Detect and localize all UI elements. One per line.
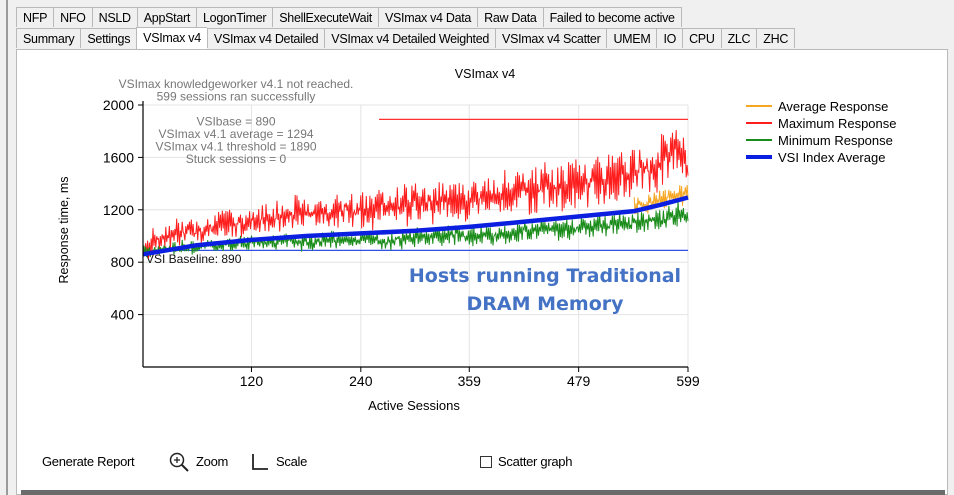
baseline-label: VSI Baseline: 890 (146, 252, 242, 266)
tab-io[interactable]: IO (656, 28, 683, 48)
checkbox-box[interactable] (480, 456, 492, 468)
chart-title: VSImax v4 (455, 67, 515, 81)
legend-item: Minimum Response (778, 133, 893, 148)
tick-labels: 400 800 1200 1600 2000 120 240 359 479 599 (103, 97, 700, 389)
annotation-line: VSImax v4.1 average = 1294 (158, 127, 313, 141)
annotation-line: VSImax v4.1 threshold = 1890 (155, 140, 316, 154)
tab-vsimax-v4-detailed-weighted[interactable]: VSImax v4 Detailed Weighted (324, 28, 496, 48)
y-tick-label: 2000 (103, 97, 134, 113)
tab-zlc[interactable]: ZLC (720, 28, 757, 48)
tab-row-1: NFP NFO NSLD AppStart LogonTimer ShellExecute… (16, 7, 682, 28)
legend: Average Response Maximum Response Minimum … (746, 99, 897, 165)
x-tick-label: 479 (567, 373, 591, 389)
scatter-graph-label: Scatter graph (498, 454, 573, 469)
scale-button[interactable]: Scale (250, 451, 307, 473)
y-tick-label: 400 (111, 307, 135, 323)
annotation-line: VSIbase = 890 (196, 115, 275, 129)
series-maximum-response (142, 129, 689, 259)
legend-item: Maximum Response (778, 116, 897, 131)
tab-nfp[interactable]: NFP (16, 7, 54, 27)
tab-logontimer[interactable]: LogonTimer (196, 7, 273, 27)
tab-nsld[interactable]: NSLD (91, 7, 137, 27)
tab-summary[interactable]: Summary (16, 28, 81, 48)
zoom-icon (169, 452, 189, 472)
tab-row-2: Summary Settings VSImax v4 VSImax v4 Detail… (16, 27, 796, 49)
tab-shellexecutewait[interactable]: ShellExecuteWait (272, 7, 378, 27)
x-axis-label: Active Sessions (368, 398, 460, 413)
annotation-line: Stuck sessions = 0 (186, 152, 287, 166)
zoom-button[interactable]: Zoom (168, 451, 228, 473)
annotation-line: VSImax knowledgeworker v4.1 not reached. (119, 77, 354, 91)
x-tick-label: 240 (349, 373, 373, 389)
x-tick-label: 599 (676, 373, 700, 389)
axes (142, 101, 688, 368)
annotation-line: 599 sessions ran successfully (157, 90, 316, 104)
series-lines (142, 118, 689, 259)
tab-cpu[interactable]: CPU (682, 28, 721, 48)
tab-vsimax-v4-detailed[interactable]: VSImax v4 Detailed (206, 28, 325, 48)
window-bottom-edge (21, 490, 945, 495)
generate-report-label: Generate Report (42, 454, 135, 469)
y-tick-label: 1200 (103, 202, 134, 218)
annotation-text: VSImax knowledgeworker v4.1 not reached.… (119, 77, 354, 266)
y-tick-label: 800 (111, 254, 135, 270)
tab-vsimax-v4-data[interactable]: VSImax v4 Data (377, 7, 478, 27)
tab-raw-data[interactable]: Raw Data (477, 7, 543, 27)
tab-failed-to-become-active[interactable]: Failed to become active (542, 7, 682, 27)
tab-settings[interactable]: Settings (80, 28, 137, 48)
tab-umem[interactable]: UMEM (606, 28, 657, 48)
chart-panel (16, 49, 948, 495)
scale-icon (252, 454, 268, 470)
tab-appstart[interactable]: AppStart (136, 7, 197, 27)
scatter-graph-checkbox[interactable]: Scatter graph (480, 451, 572, 473)
legend-item: Average Response (778, 99, 888, 114)
overlay-line-2: DRAM Memory (466, 293, 624, 315)
x-tick-label: 359 (458, 373, 482, 389)
window-edge (6, 0, 8, 495)
overlay-caption: Hosts running Traditional DRAM Memory (330, 262, 760, 318)
y-axis-label: Response time, ms (57, 177, 71, 284)
y-tick-label: 1600 (103, 149, 134, 165)
overlay-line-1: Hosts running Traditional (408, 265, 682, 287)
generate-report-button[interactable]: Generate Report (42, 451, 135, 473)
series-vsi-index-average (142, 195, 689, 257)
zoom-label: Zoom (196, 454, 229, 469)
x-tick-label: 120 (240, 373, 264, 389)
legend-item: VSI Index Average (778, 150, 885, 165)
tab-vsimax-v4-scatter[interactable]: VSImax v4 Scatter (495, 28, 607, 48)
tab-vsimax-v4[interactable]: VSImax v4 (136, 27, 207, 49)
tab-nfo[interactable]: NFO (53, 7, 92, 27)
scale-label: Scale (276, 454, 308, 469)
tab-zhc[interactable]: ZHC (756, 28, 796, 48)
series-average-response (633, 185, 689, 215)
